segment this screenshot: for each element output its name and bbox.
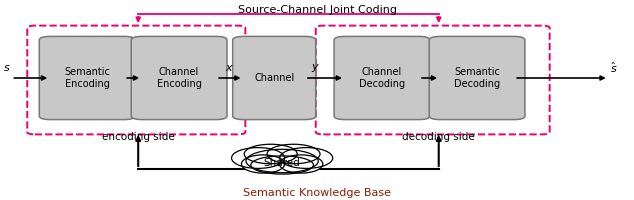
FancyBboxPatch shape [233,36,316,120]
FancyBboxPatch shape [39,36,135,120]
Text: $x$: $x$ [225,63,234,73]
Text: Channel
Encoding: Channel Encoding [157,67,202,89]
Ellipse shape [244,144,297,164]
Text: Semantic Knowledge Base: Semantic Knowledge Base [243,188,391,198]
FancyBboxPatch shape [334,36,430,120]
Text: Source-Channel Joint Coding: Source-Channel Joint Coding [238,5,396,15]
Text: Channel: Channel [254,73,294,83]
Text: Semantic
Encoding: Semantic Encoding [64,67,110,89]
Ellipse shape [251,156,313,174]
Ellipse shape [231,148,285,168]
Ellipse shape [267,144,320,164]
Text: $\hat{s}$: $\hat{s}$ [610,61,618,75]
FancyBboxPatch shape [429,36,525,120]
FancyBboxPatch shape [131,36,227,120]
Text: $s$: $s$ [3,63,10,73]
Ellipse shape [280,155,323,173]
Text: Semantic
Decoding: Semantic Decoding [454,67,500,89]
Ellipse shape [246,149,318,173]
Text: $y$: $y$ [311,62,320,74]
Ellipse shape [280,148,333,168]
Text: decoding side: decoding side [403,132,475,142]
Text: Channel
Decoding: Channel Decoding [359,67,405,89]
Ellipse shape [242,155,285,173]
Text: encoding side: encoding side [102,132,174,142]
Text: Shared: Shared [264,158,301,168]
